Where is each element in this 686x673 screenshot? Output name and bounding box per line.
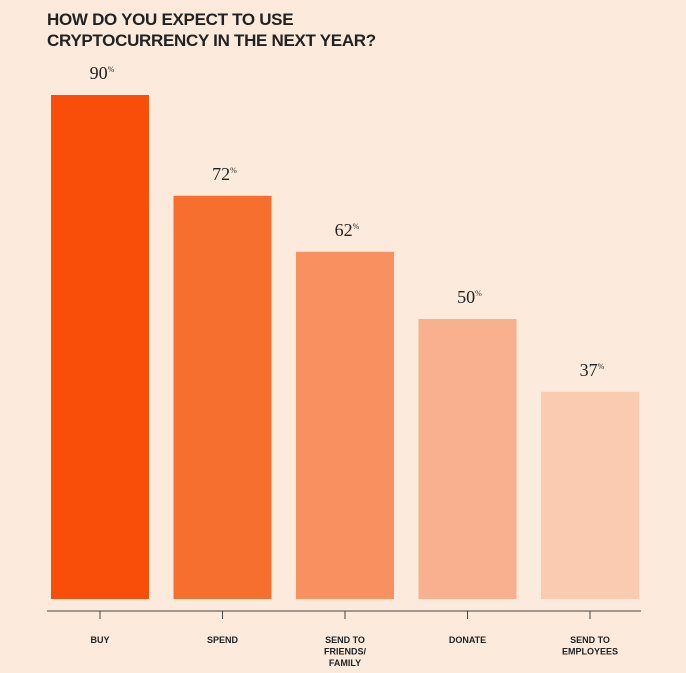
category-label-5: SEND TO EMPLOYEES [562, 635, 618, 657]
chart-title: HOW DO YOU EXPECT TO USE CRYPTOCURRENCY … [47, 9, 467, 51]
value-label-2: 72% [212, 164, 237, 184]
category-label-2: SPEND [207, 635, 239, 645]
bar-5 [541, 391, 639, 599]
bars-group [51, 95, 639, 600]
value-label-5: 37% [580, 360, 605, 380]
value-labels-group: 90% 72% 62% 50% 37% [90, 63, 605, 380]
bar-2 [173, 195, 272, 600]
chart-title-line-1: HOW DO YOU EXPECT TO USE [47, 10, 294, 29]
chart-title-line-2: CRYPTOCURRENCY IN THE NEXT YEAR? [47, 31, 376, 50]
category-label-1: BUY [90, 635, 109, 645]
value-label-3: 62% [335, 220, 360, 240]
value-label-4: 50% [457, 287, 482, 307]
category-label-3: SEND TO FRIENDS/FAMILY [324, 635, 367, 668]
value-label-1: 90% [90, 63, 115, 83]
bar-4 [418, 319, 517, 599]
x-axis [47, 610, 641, 619]
category-labels-group: BUY SPEND SEND TO FRIENDS/FAMILY DONATE SEND … [90, 635, 618, 668]
category-label-4: DONATE [449, 635, 486, 645]
bar-3 [296, 251, 394, 600]
bar-1 [51, 95, 149, 599]
